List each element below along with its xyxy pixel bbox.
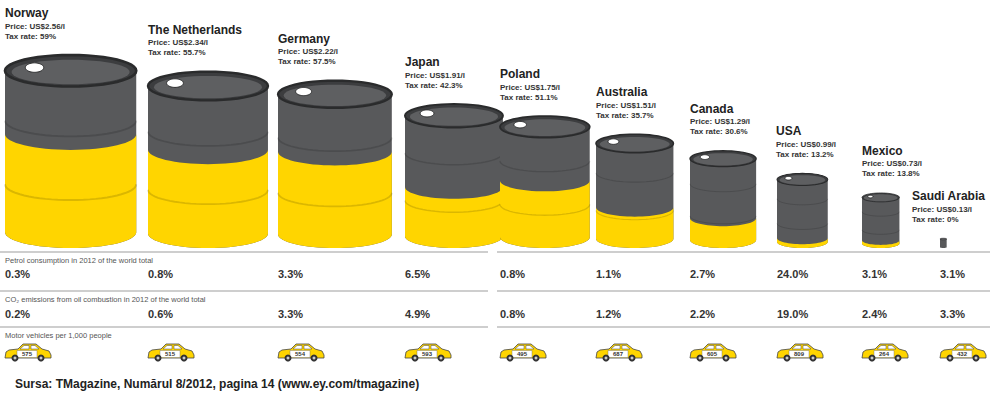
svg-text:1.2%: 1.2% [596, 308, 621, 320]
svg-text:3.3%: 3.3% [940, 308, 965, 320]
svg-text:3.1%: 3.1% [862, 268, 887, 280]
svg-text:0.8%: 0.8% [500, 308, 525, 320]
svg-text:Price: US$1.51/l: Price: US$1.51/l [596, 101, 656, 110]
svg-text:809: 809 [794, 351, 805, 357]
svg-text:432: 432 [957, 351, 968, 357]
svg-text:24.0%: 24.0% [777, 268, 808, 280]
svg-text:0.8%: 0.8% [500, 268, 525, 280]
svg-text:Petrol consumption in 2012 of: Petrol consumption in 2012 of the world … [5, 256, 153, 265]
svg-text:Tax rate: 42.3%: Tax rate: 42.3% [405, 81, 463, 90]
svg-text:CO₂ emissions from oil combust: CO₂ emissions from oil combustion in 201… [5, 295, 206, 304]
svg-text:593: 593 [422, 351, 433, 357]
svg-text:Tax rate: 59%: Tax rate: 59% [5, 32, 56, 41]
svg-text:Tax rate: 13.2%: Tax rate: 13.2% [776, 150, 834, 159]
svg-text:2.2%: 2.2% [690, 308, 715, 320]
svg-text:Germany: Germany [278, 32, 330, 46]
svg-text:4.9%: 4.9% [405, 308, 430, 320]
svg-text:Tax rate: 35.7%: Tax rate: 35.7% [596, 111, 654, 120]
svg-text:Tax rate: 57.5%: Tax rate: 57.5% [278, 57, 336, 66]
svg-text:2.7%: 2.7% [690, 268, 715, 280]
svg-text:USA: USA [776, 124, 802, 138]
svg-text:6.5%: 6.5% [405, 268, 430, 280]
svg-text:The Netherlands: The Netherlands [148, 23, 242, 37]
svg-text:Price: US$2.22/l: Price: US$2.22/l [278, 47, 338, 56]
svg-text:0.2%: 0.2% [5, 308, 30, 320]
svg-text:3.3%: 3.3% [278, 308, 303, 320]
svg-text:Saudi Arabia: Saudi Arabia [912, 189, 985, 203]
svg-text:515: 515 [165, 351, 176, 357]
svg-text:575: 575 [22, 351, 33, 357]
svg-text:687: 687 [613, 351, 624, 357]
svg-text:Canada: Canada [690, 102, 734, 116]
svg-text:0.8%: 0.8% [148, 268, 173, 280]
svg-text:19.0%: 19.0% [777, 308, 808, 320]
svg-text:Tax rate: 13.8%: Tax rate: 13.8% [862, 169, 920, 178]
svg-text:Price: US$2.56/l: Price: US$2.56/l [5, 22, 65, 31]
svg-text:Tax rate: 30.6%: Tax rate: 30.6% [690, 127, 748, 136]
svg-text:Motor vehicles per 1,000 peopl: Motor vehicles per 1,000 people [5, 331, 112, 340]
svg-text:Price: US$0.13/l: Price: US$0.13/l [912, 205, 972, 214]
svg-text:Price: US$0.99/l: Price: US$0.99/l [776, 140, 836, 149]
svg-text:3.3%: 3.3% [278, 268, 303, 280]
svg-text:Tax rate: 51.1%: Tax rate: 51.1% [500, 93, 558, 102]
svg-text:264: 264 [879, 351, 890, 357]
svg-text:Japan: Japan [405, 55, 440, 69]
svg-text:3.1%: 3.1% [940, 268, 965, 280]
svg-text:Mexico: Mexico [862, 144, 903, 158]
svg-text:Tax rate: 0%: Tax rate: 0% [912, 215, 959, 224]
svg-text:1.1%: 1.1% [596, 268, 621, 280]
svg-text:Price: US$0.73/l: Price: US$0.73/l [862, 159, 922, 168]
svg-text:Tax rate: 55.7%: Tax rate: 55.7% [148, 48, 206, 57]
svg-text:Price: US$1.29/l: Price: US$1.29/l [690, 117, 750, 126]
svg-text:0.3%: 0.3% [5, 268, 30, 280]
svg-text:Sursa: TMagazine, Numărul 8/20: Sursa: TMagazine, Numărul 8/2012, pagina… [15, 377, 419, 391]
svg-text:Australia: Australia [596, 85, 648, 99]
svg-text:605: 605 [707, 351, 718, 357]
svg-text:Norway: Norway [5, 6, 49, 20]
svg-text:Price: US$1.91/l: Price: US$1.91/l [405, 71, 465, 80]
svg-text:Poland: Poland [500, 67, 540, 81]
svg-text:2.4%: 2.4% [862, 308, 887, 320]
svg-text:Price: US$2.34/l: Price: US$2.34/l [148, 38, 208, 47]
svg-text:554: 554 [295, 351, 306, 357]
svg-text:495: 495 [517, 351, 528, 357]
svg-text:0.6%: 0.6% [148, 308, 173, 320]
svg-text:Price: US$1.75/l: Price: US$1.75/l [500, 83, 560, 92]
